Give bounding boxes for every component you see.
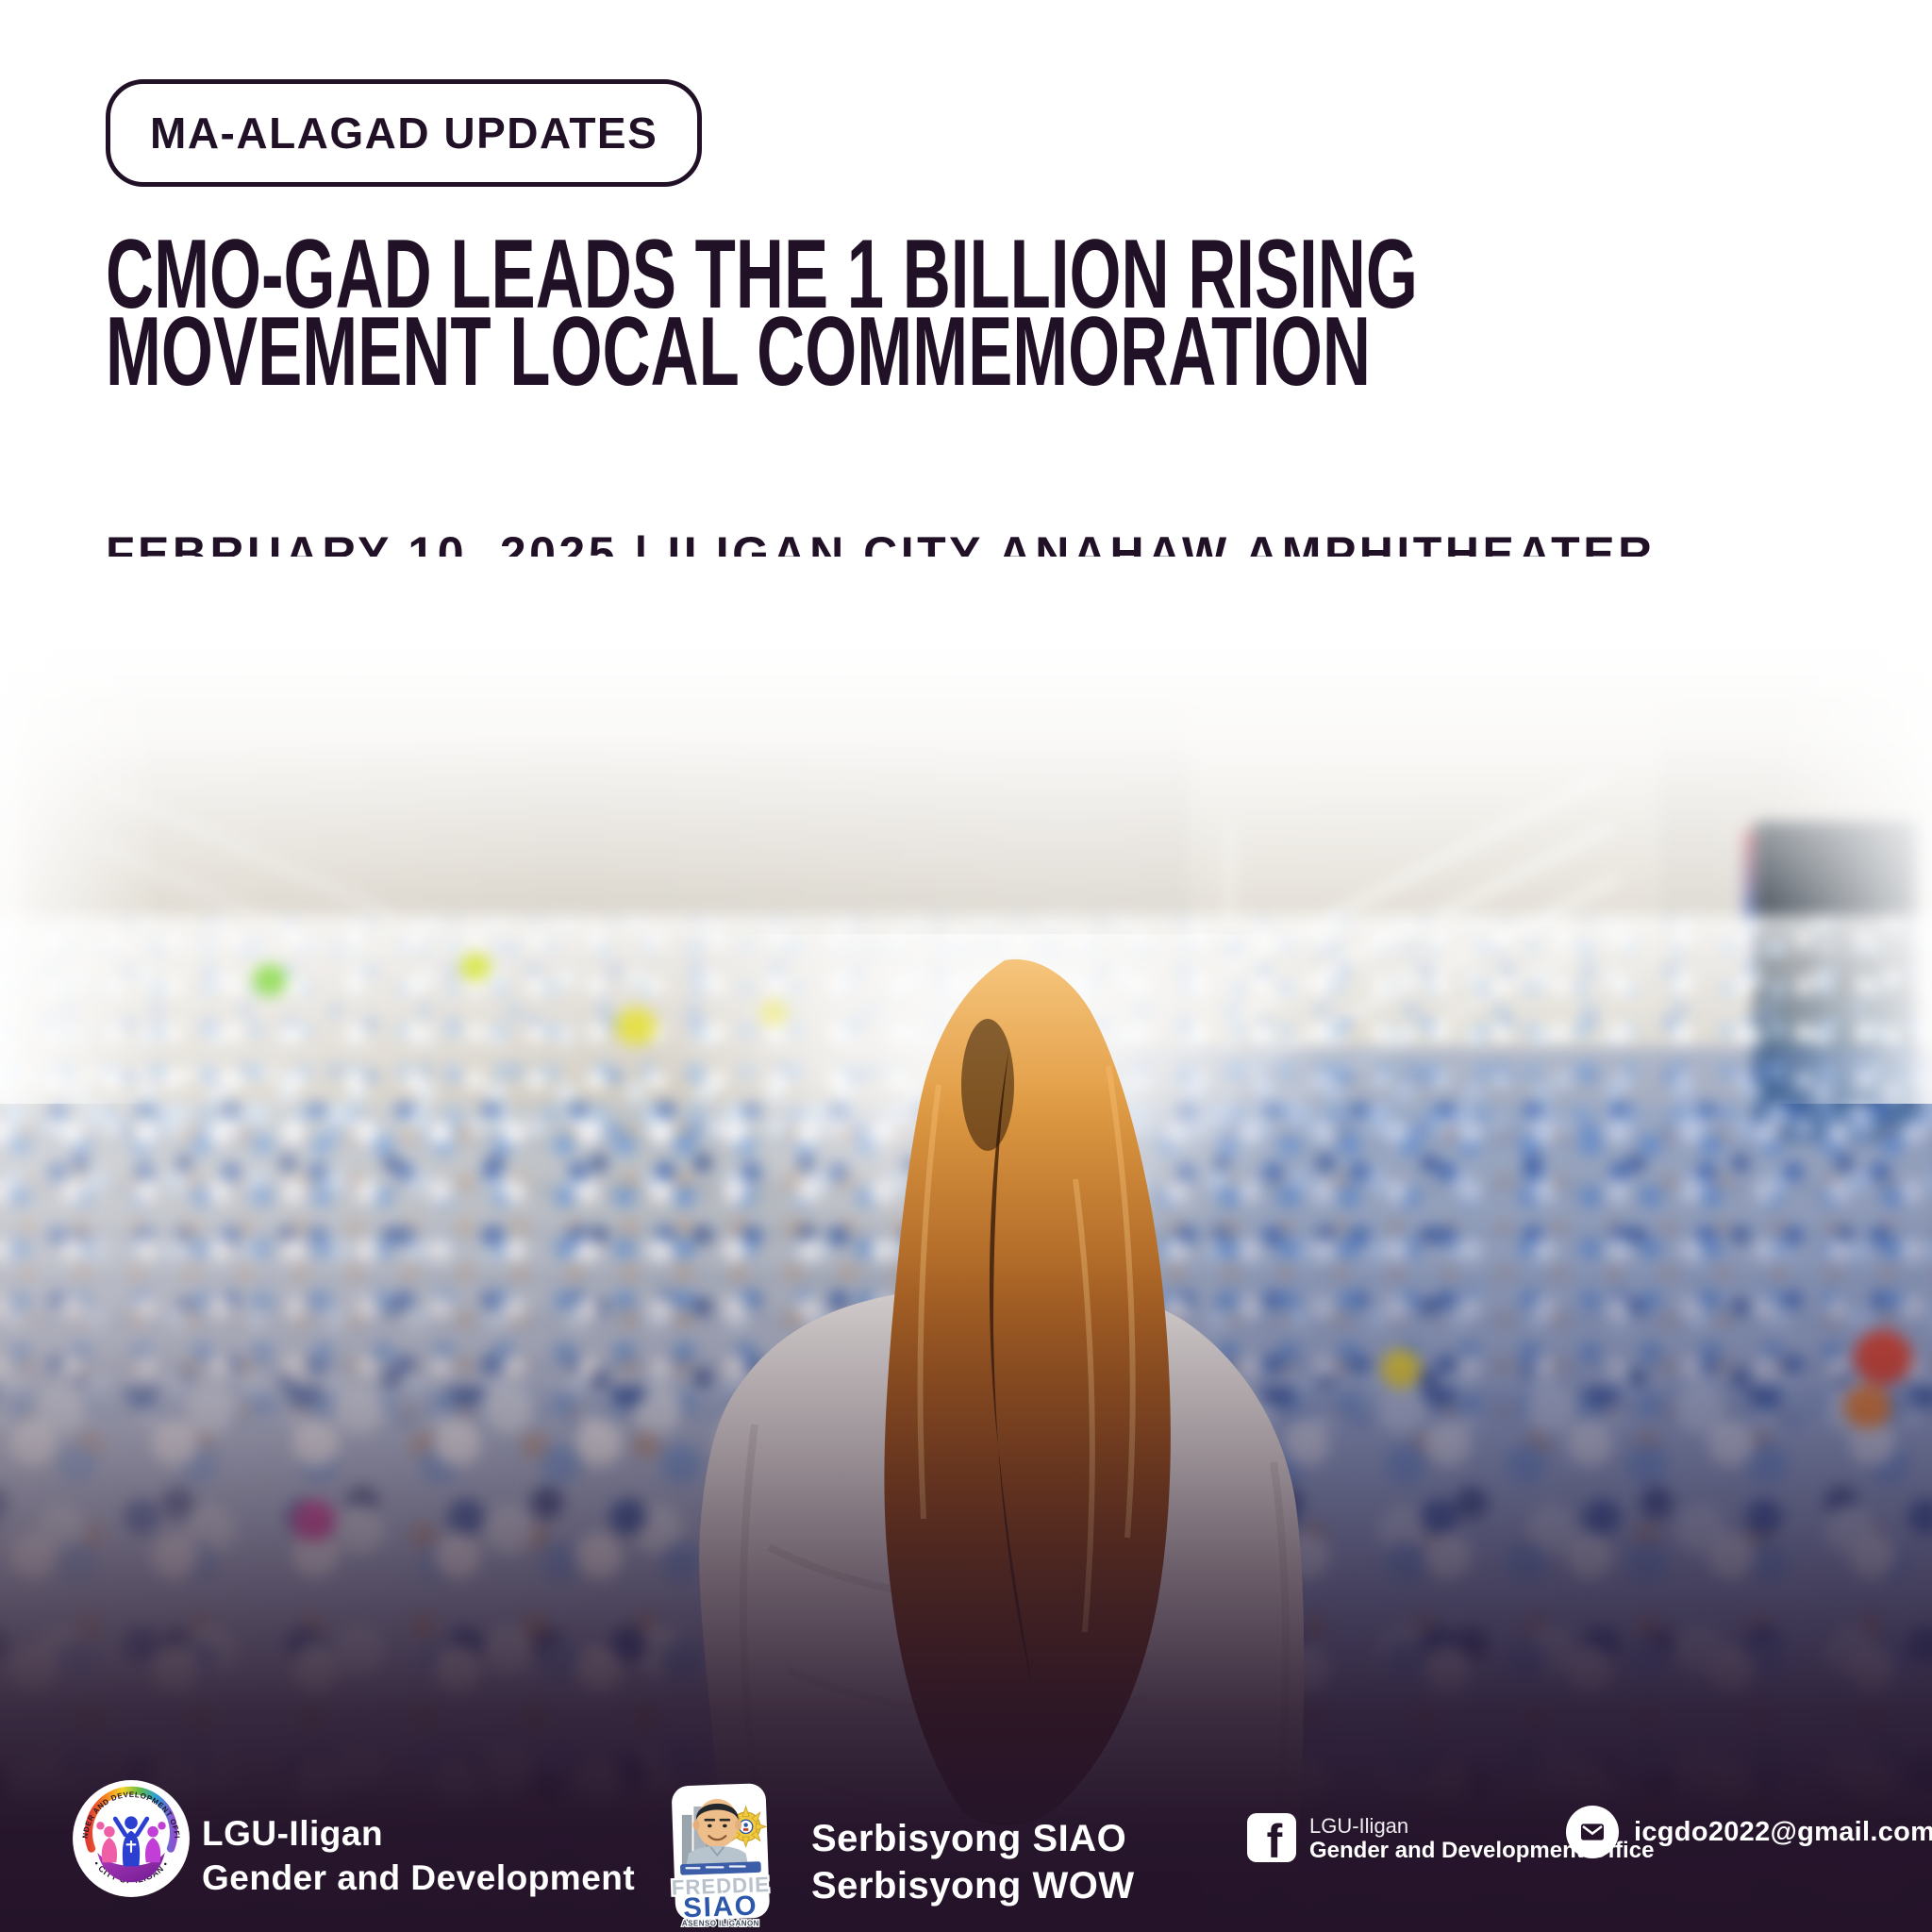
sticker-ribbon (680, 1861, 761, 1875)
envelope-glyph (1581, 1824, 1604, 1840)
facebook-glyph: f (1266, 1815, 1283, 1862)
org-name-block: LGU-Iligan Gender and Development (202, 1811, 635, 1900)
sticker-sun (724, 1805, 768, 1849)
event-photo (0, 557, 1932, 1932)
page-title: CMO-GAD LEADS THE 1 BILLION RISING MOVEM… (106, 220, 1932, 407)
email-icon (1566, 1806, 1619, 1858)
crowd-accent-dot (615, 1008, 657, 1045)
org-line-1: LGU-Iligan (202, 1814, 384, 1853)
sticker-subtext: ASENSO ILIGANON (682, 1920, 759, 1928)
siao-tagline-1: Serbisyong SIAO (811, 1818, 1127, 1859)
headline-line-2: MOVEMENT LOCAL COMMEMORATION (106, 297, 1371, 407)
siao-tagline-block: Serbisyong SIAO Serbisyong WOW (811, 1815, 1135, 1909)
email-address: icgdo2022@gmail.com (1634, 1816, 1932, 1847)
crowd-accent-dot (253, 964, 287, 996)
footer-bar: GENDER AND DEVELOPMENT OFFICE • CITY OF … (0, 1764, 1932, 1932)
update-badge-label: MA-ALAGAD UPDATES (150, 108, 658, 158)
photo-right-fade (1772, 557, 1932, 1104)
freddie-siao-sticker: FREDDIE SIAO ASENSO ILIGANON (669, 1783, 772, 1929)
seal-figures (96, 1816, 166, 1867)
facebook-line-1: LGU-Iligan (1309, 1814, 1409, 1838)
seal-hand (97, 1852, 165, 1883)
headline-line-1: CMO-GAD LEADS THE 1 BILLION RISING (106, 220, 1418, 329)
sticker-name-line-1: FREDDIE (671, 1873, 770, 1900)
siao-tagline-2: Serbisyong WOW (811, 1865, 1135, 1907)
update-badge: MA-ALAGAD UPDATES (106, 79, 703, 187)
rainbow-arc (84, 1786, 178, 1853)
photo-left-fade (0, 557, 160, 1104)
org-line-2: Gender and Development (202, 1858, 636, 1897)
sticker-name-line-2: SIAO (683, 1890, 758, 1924)
gad-office-seal: GENDER AND DEVELOPMENT OFFICE • CITY OF … (72, 1779, 190, 1897)
email-contact: icgdo2022@gmail.com (1566, 1806, 1932, 1858)
photo-top-fade (0, 557, 1932, 962)
facebook-icon: f (1247, 1813, 1296, 1862)
photo-bottom-gradient (0, 1083, 1932, 1932)
